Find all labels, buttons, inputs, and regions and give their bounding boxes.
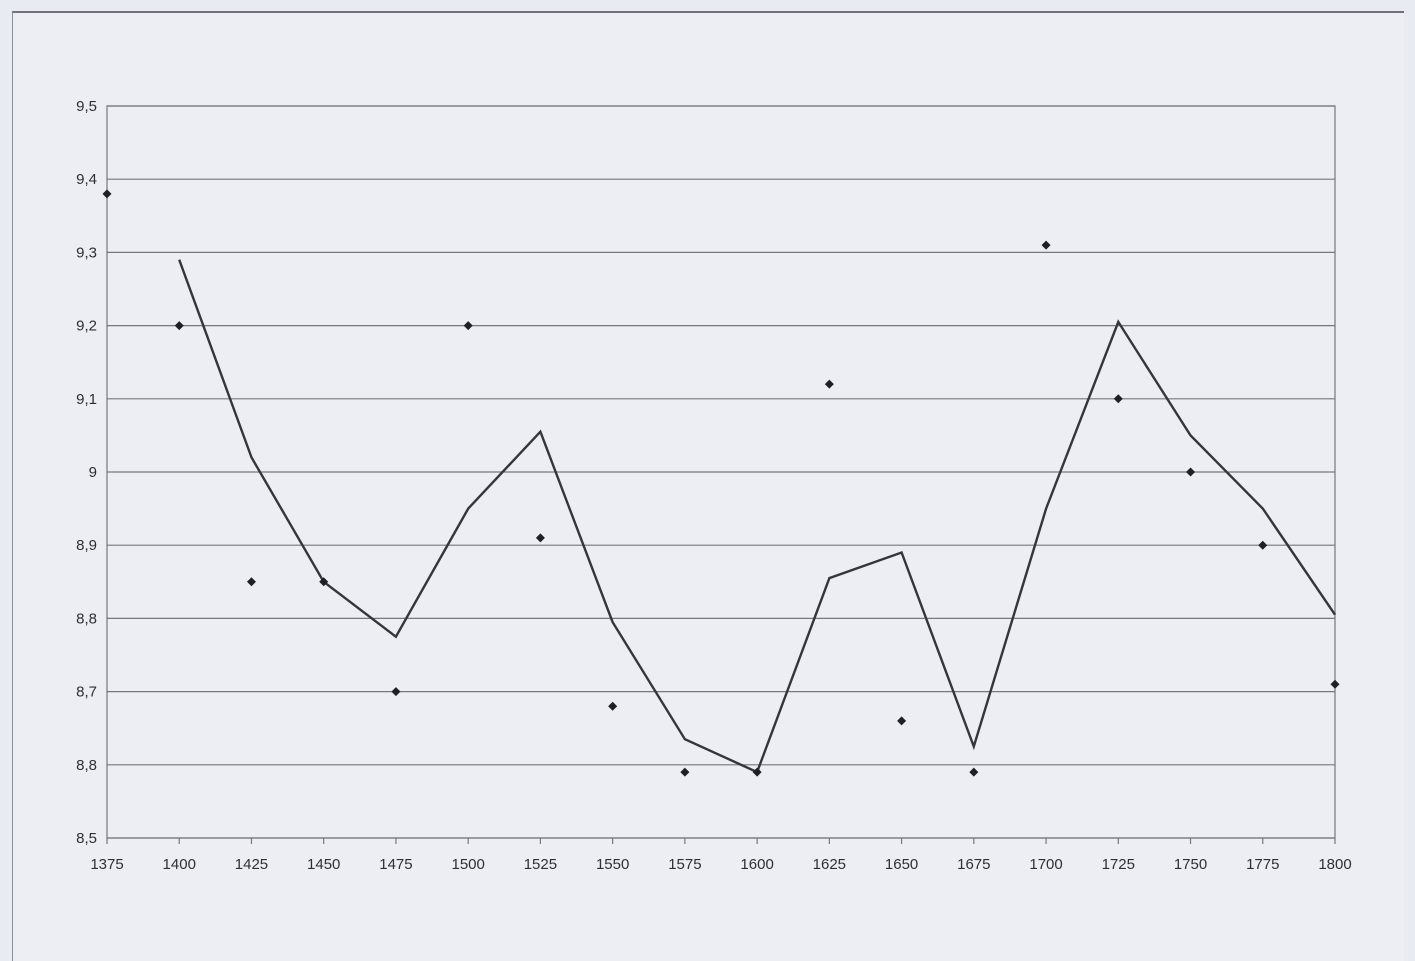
data-point (1113, 394, 1123, 404)
y-tick-label: 8,9 (76, 537, 97, 554)
data-point (1041, 240, 1051, 250)
x-tick-label: 1625 (813, 856, 846, 873)
x-tick-label: 1450 (307, 856, 340, 873)
x-tick-label: 1775 (1246, 856, 1279, 873)
data-point (897, 716, 907, 726)
y-axis-tick-labels: 8,5 8,8 8,7 8,8 8,9 9 9,1 9,2 9,3 9,4 9,5 (76, 98, 97, 847)
y-tick-label: 9,5 (76, 98, 97, 115)
x-tick-label: 1600 (740, 856, 773, 873)
x-tick-label: 1750 (1174, 856, 1207, 873)
x-tick-label: 1425 (235, 856, 268, 873)
data-point (535, 533, 545, 543)
y-tick-label: 9 (89, 464, 97, 481)
x-tick-label: 1475 (379, 856, 412, 873)
data-point (608, 701, 618, 711)
chart-frame (12, 11, 1404, 961)
x-tick-label: 1550 (596, 856, 629, 873)
y-tick-label: 8,8 (76, 757, 97, 774)
data-point (1330, 679, 1340, 689)
x-tick-label: 1575 (668, 856, 701, 873)
data-point (391, 687, 401, 697)
x-tick-label: 1650 (885, 856, 918, 873)
data-point (102, 189, 112, 199)
y-tick-label: 9,3 (76, 244, 97, 261)
y-tick-label: 8,7 (76, 684, 97, 701)
data-point (463, 321, 473, 331)
x-axis-tick-labels: 1375 1400 1425 1450 1475 1500 1525 1550 1575 1600… (90, 838, 1352, 873)
y-tick-label: 8,5 (76, 830, 97, 847)
x-tick-label: 1725 (1102, 856, 1135, 873)
x-tick-label: 1700 (1029, 856, 1062, 873)
data-point (319, 577, 329, 587)
y-tick-label: 9,2 (76, 318, 97, 335)
data-point (752, 767, 762, 777)
x-tick-label: 1675 (957, 856, 990, 873)
series-line (178, 259, 1336, 774)
x-tick-label: 1525 (524, 856, 557, 873)
data-point (680, 767, 690, 777)
gridlines (107, 105, 1335, 839)
data-point (1186, 467, 1196, 477)
data-point (246, 577, 256, 587)
data-point (174, 321, 184, 331)
data-point (824, 379, 834, 389)
data-point (1258, 540, 1268, 550)
y-tick-label: 8,8 (76, 610, 97, 627)
x-tick-label: 1375 (90, 856, 123, 873)
trend-line (178, 259, 1336, 774)
series-points (102, 189, 1340, 777)
data-point (969, 767, 979, 777)
x-tick-label: 1500 (451, 856, 484, 873)
y-tick-label: 9,4 (76, 171, 97, 188)
x-tick-label: 1800 (1318, 856, 1351, 873)
y-tick-label: 9,1 (76, 391, 97, 408)
plot-area (106, 105, 1336, 839)
x-tick-label: 1400 (163, 856, 196, 873)
